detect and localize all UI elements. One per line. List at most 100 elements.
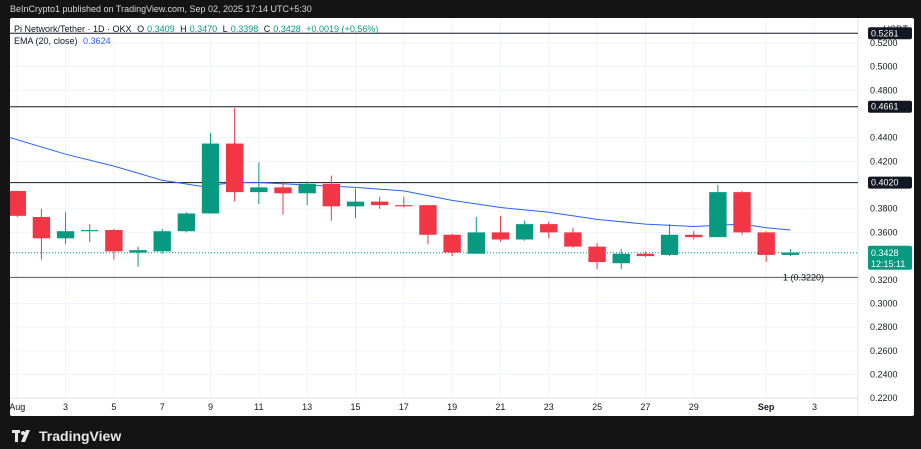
- candle-body: [10, 190, 26, 216]
- high-value: 0.3470: [189, 24, 218, 34]
- candle: [177, 212, 196, 233]
- low-value: 0.3398: [230, 24, 259, 34]
- candle-body: [781, 252, 800, 255]
- candle: [370, 196, 389, 209]
- candle: [443, 233, 461, 257]
- candle: [564, 227, 582, 248]
- high-label: H: [180, 24, 187, 34]
- candle-body: [733, 192, 751, 233]
- support-level-label: 1 (0.3220): [783, 272, 824, 282]
- candle: [81, 224, 99, 242]
- tradingview-brand: TradingView: [39, 428, 122, 444]
- x-tick-label: 17: [399, 402, 409, 412]
- ema-value: 0.3624: [83, 36, 111, 46]
- price-chart[interactable]: 0.5200 0.5000 0.4800 0.4400 0.4200 0.3800 0.36…: [10, 18, 914, 416]
- x-tick-label: 13: [302, 402, 312, 412]
- ema-label: EMA (20, close): [14, 36, 78, 46]
- candle-body: [757, 232, 775, 255]
- level-price-label: 0.4020: [871, 178, 899, 188]
- x-tick-label: 19: [447, 402, 457, 412]
- y-tick-label: 0.3000: [870, 298, 898, 308]
- candle-body: [467, 232, 485, 254]
- level-price-label: 0.5281: [871, 28, 899, 38]
- y-tick-label: 0.2800: [870, 322, 898, 332]
- candle: [588, 243, 606, 270]
- candle-body: [56, 231, 75, 239]
- low-label: L: [222, 24, 228, 34]
- candle: [491, 215, 510, 242]
- x-tick-label: 23: [544, 402, 554, 412]
- candle-body: [660, 234, 679, 255]
- x-tick-label: Sep: [758, 402, 775, 412]
- candle-body: [250, 187, 268, 193]
- candle: [467, 217, 485, 254]
- candle-body: [225, 143, 244, 193]
- candle: [322, 175, 341, 221]
- tradingview-logo[interactable]: TradingView: [12, 426, 121, 446]
- close-value: 0.3428: [273, 24, 301, 34]
- candle: [781, 248, 800, 257]
- candle: [346, 188, 365, 219]
- y-tick-label: 0.3600: [870, 227, 898, 237]
- chart-panel[interactable]: 0.5200 0.5000 0.4800 0.4400 0.4200 0.3800 0.36…: [10, 18, 914, 416]
- candle: [201, 132, 220, 214]
- ema-line: [10, 137, 791, 231]
- candle-body: [612, 253, 630, 264]
- attribution-text: BeInCrypto1 published on TradingView.com…: [10, 4, 312, 14]
- candle: [32, 208, 51, 260]
- change-value: +0.0019 (+0.56%): [306, 24, 379, 34]
- x-tick-label: 3: [812, 402, 817, 412]
- candle-body: [322, 183, 341, 207]
- y-tick-label: 0.2200: [870, 393, 898, 403]
- candle: [298, 181, 316, 206]
- y-tick-label: 0.5000: [870, 62, 898, 72]
- ema-legend: EMA (20, close) 0.3624: [14, 36, 114, 46]
- candle-body: [177, 213, 196, 232]
- level-price-tag: [868, 100, 912, 113]
- candle-body: [540, 224, 558, 233]
- symbol-label: Pi Network/Tether · 1D · OKX: [14, 24, 132, 34]
- candle: [757, 231, 775, 263]
- candle-body: [32, 217, 51, 239]
- last-price-label: 0.3428: [871, 248, 899, 258]
- y-tick-label: 0.3200: [870, 275, 898, 285]
- y-tick-label: 0.2600: [870, 346, 898, 356]
- level-price-label: 0.4661: [871, 102, 899, 112]
- candle-body: [419, 205, 437, 235]
- candle: [250, 162, 268, 204]
- candle: [153, 228, 171, 254]
- currency-label: USDT: [883, 24, 909, 34]
- x-tick-label: 29: [689, 402, 699, 412]
- x-tick-label: 9: [208, 402, 213, 412]
- last-price-tag: [868, 245, 912, 270]
- candle: [225, 108, 244, 202]
- y-tick-label: 0.3800: [870, 204, 898, 214]
- candle-body: [709, 192, 727, 238]
- candle-body: [105, 230, 123, 252]
- candle-body: [491, 232, 510, 240]
- bar-countdown-label: 12:15:11: [871, 259, 905, 269]
- candle-body: [443, 234, 461, 253]
- level-price-tag: [868, 176, 912, 189]
- candle: [540, 221, 558, 239]
- y-tick-label: 0.4200: [870, 156, 898, 166]
- x-tick-label: 27: [640, 402, 650, 412]
- candle-body: [81, 230, 99, 232]
- candle: [56, 212, 75, 245]
- x-tick-label: 11: [254, 402, 263, 412]
- candle: [274, 181, 292, 215]
- close-label: C: [263, 24, 271, 34]
- candle: [129, 246, 147, 267]
- candle: [660, 224, 679, 257]
- candle-body: [274, 187, 292, 194]
- candle: [709, 185, 727, 238]
- y-tick-label: 0.4400: [870, 133, 898, 143]
- candle: [105, 228, 123, 260]
- candle-body: [153, 231, 171, 252]
- candle-body: [201, 143, 220, 214]
- candle: [685, 231, 703, 240]
- level-price-tag: [868, 27, 912, 40]
- candle-body: [564, 232, 582, 247]
- open-value: 0.3409: [147, 24, 175, 34]
- candle-body: [346, 201, 365, 207]
